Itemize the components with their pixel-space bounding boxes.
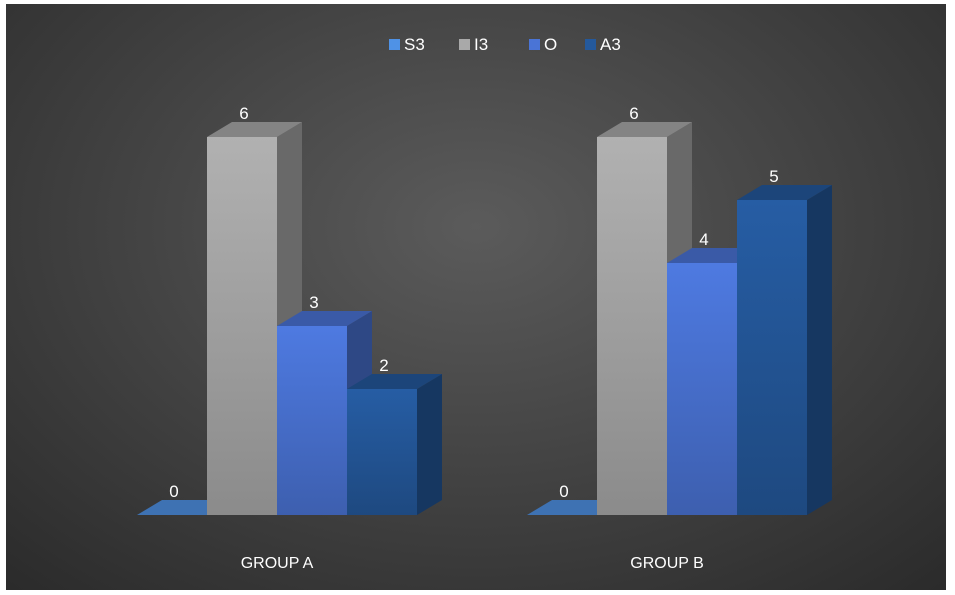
bar-top-i3-group-a [207,122,302,137]
bar-front-o-group-a [277,326,347,515]
legend-swatch-i3 [459,39,470,50]
legend-swatch-s3 [389,39,400,50]
bar-o-group-a [277,311,372,515]
legend: S3 I3 O A3 [389,35,621,54]
bar-top-i3-group-b [597,122,692,137]
bar-a3-group-b [737,185,832,515]
data-label-s3-group-a: 0 [169,482,178,501]
legend-label-o: O [544,35,557,54]
chart: S3 I3 O A3 GROUP A 0 6 3 2 GROUP B 0 6 4 5 [137,35,832,572]
bar-top-o-group-a [277,311,372,326]
data-label-s3-group-b: 0 [559,482,568,501]
category-label-group-b: GROUP B [630,555,704,572]
legend-item-a3: A3 [585,35,621,54]
legend-label-s3: S3 [404,35,425,54]
data-label-i3-group-b: 6 [629,104,638,123]
bar-front-i3-group-b [597,137,667,515]
bar-top-a3-group-a [347,374,442,389]
data-label-a3-group-a: 2 [379,356,388,375]
chart-area: S3 I3 O A3 GROUP A 0 6 3 2 GROUP B 0 6 4 5 [6,4,946,590]
bar-side-a3-group-a [417,374,442,515]
legend-swatch-o [529,39,540,50]
category-label-group-a: GROUP A [241,555,314,572]
bar-top-a3-group-b [737,185,832,200]
bar-side-a3-group-b [807,185,832,515]
legend-label-a3: A3 [600,35,621,54]
data-label-o-group-a: 3 [309,293,318,312]
legend-item-o: O [529,35,557,54]
bar-a3-group-a [347,374,442,515]
bar-front-o-group-b [667,263,737,515]
legend-swatch-a3 [585,39,596,50]
data-label-i3-group-a: 6 [239,104,248,123]
bar-front-a3-group-a [347,389,417,515]
bar-front-i3-group-a [207,137,277,515]
legend-item-s3: S3 [389,35,425,54]
data-label-o-group-b: 4 [699,230,708,249]
bar-front-a3-group-b [737,200,807,515]
plot-area: GROUP A 0 6 3 2 GROUP B 0 6 4 5 [137,104,832,572]
data-label-a3-group-b: 5 [769,167,778,186]
legend-item-i3: I3 [459,35,488,54]
legend-label-i3: I3 [474,35,488,54]
